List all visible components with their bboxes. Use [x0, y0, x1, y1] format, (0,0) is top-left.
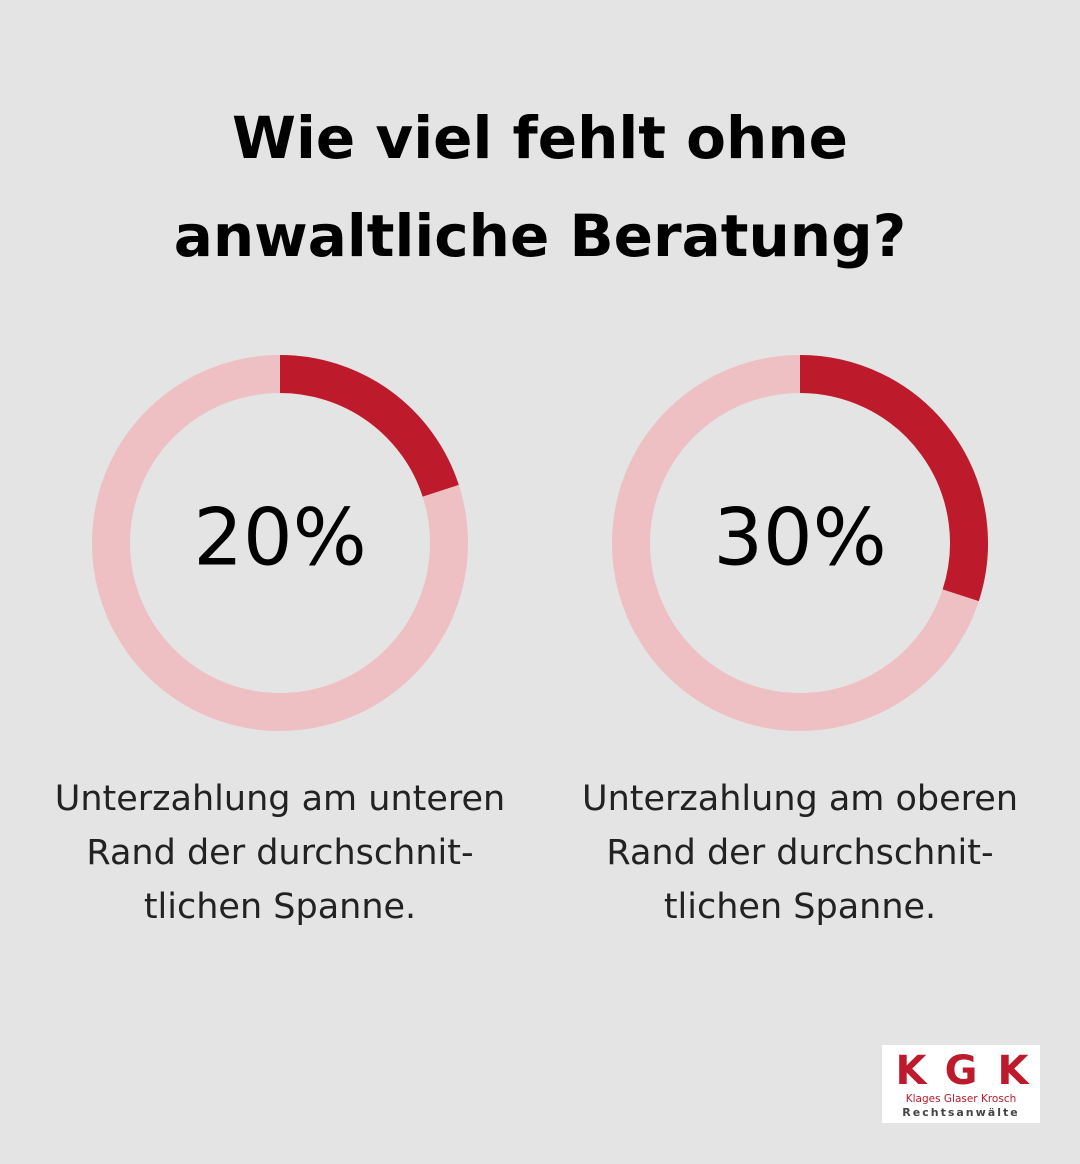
logo-letter: G: [945, 1048, 978, 1094]
logo-box: [882, 1045, 1040, 1123]
donut-arc: [279, 355, 459, 498]
donut-arc: [799, 355, 988, 602]
logo-subtitle: Rechtsanwälte: [902, 1106, 1019, 1119]
caption-line: Rand der durchschnit-: [606, 833, 993, 873]
caption-line: Rand der durchschnit-: [86, 833, 473, 873]
title-line: anwaltliche Beratung?: [174, 202, 906, 270]
logo-letter: K: [998, 1048, 1031, 1094]
caption-line: Unterzahlung am unteren: [55, 779, 506, 819]
logo-letter: K: [896, 1048, 929, 1094]
logo: K G K Klages Glaser Krosch Rechtsanwälte: [882, 1045, 1040, 1123]
caption-line: tlichen Spanne.: [664, 887, 936, 927]
value-label: 30%: [713, 493, 886, 583]
logo-name: Klages Glaser Krosch: [906, 1093, 1017, 1105]
caption-line: Unterzahlung am oberen: [582, 779, 1018, 819]
caption-line: tlichen Spanne.: [144, 887, 416, 927]
title-line: Wie viel fehlt ohne: [232, 104, 848, 172]
value-label: 20%: [193, 493, 366, 583]
